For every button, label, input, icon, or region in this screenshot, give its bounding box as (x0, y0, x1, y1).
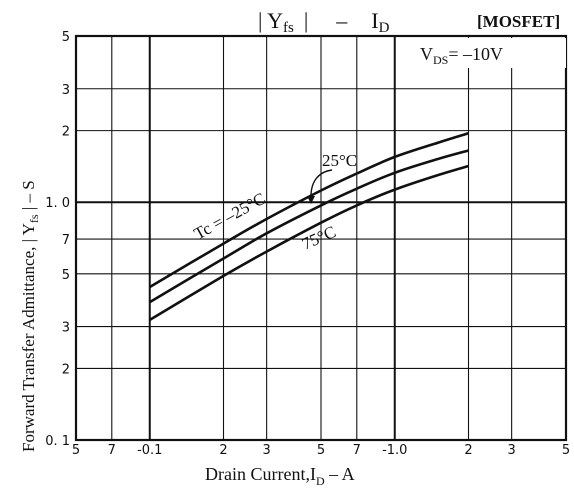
leader-line-25 (310, 169, 333, 201)
x-axis-label-unit: – A (325, 464, 355, 484)
y-tick-label: 3 (62, 321, 70, 336)
y-tick-label: 5 (62, 30, 70, 45)
title-part3-sub: D (379, 20, 390, 36)
y-tick-label: 2 (62, 362, 70, 377)
y-axis-label: Forward Transfer Admittance, | Yfs | – S (19, 180, 41, 452)
y-axis-label-unit: | – S (19, 180, 38, 214)
x-tick-label: 5 (72, 443, 80, 458)
series-lines (149, 131, 469, 322)
title-part3: I (371, 8, 378, 33)
x-tick-label: 3 (263, 443, 271, 458)
x-tick-label: 5 (562, 443, 570, 458)
series-label-75: 75°C (299, 222, 339, 254)
y-tick-label: 7 (62, 233, 70, 248)
device-tag: [MOSFET] (477, 12, 560, 31)
condition-value: = –10V (448, 44, 503, 64)
condition-box (412, 38, 566, 68)
title-part2: | (304, 8, 308, 33)
x-tick-label: -0.1 (137, 443, 162, 458)
x-tick-label: 2 (219, 443, 227, 458)
condition-label: VDS= –10V (420, 44, 503, 67)
series-label-25: 25°C (322, 151, 357, 170)
x-tick-label: 3 (508, 443, 516, 458)
x-axis-label-sub: D (316, 474, 325, 488)
y-tick-label: 2 (62, 125, 70, 140)
plot-frame (74, 34, 568, 442)
y-tick-label: 3 (62, 83, 70, 98)
condition-sub: DS (433, 53, 448, 67)
series-label-minus25: Tc = –25°C (191, 189, 269, 244)
x-tick-label: -1.0 (382, 443, 407, 458)
x-tick-label: 2 (464, 443, 472, 458)
y-axis-label-text: Forward Transfer Admittance, | Y (19, 223, 38, 452)
x-axis-label: Drain Current,ID – A (205, 464, 355, 488)
y-tick-label: 1. 0 (45, 196, 70, 211)
x-tick-label: 5 (317, 443, 325, 458)
x-axis-label-text: Drain Current,I (205, 464, 316, 484)
y-tick-label: 5 (62, 268, 70, 283)
series-line-1 (149, 149, 469, 304)
series-line-0 (149, 131, 469, 289)
y-tick-label: 0. 1 (45, 434, 70, 449)
x-tick-label: 7 (353, 443, 361, 458)
y-axis-label-sub: fs (27, 214, 41, 223)
title-dash: – (335, 8, 348, 33)
title-part1: | Y (258, 8, 283, 33)
x-tick-label: 7 (108, 443, 116, 458)
series-line-2 (149, 164, 469, 322)
title-part1-sub: fs (283, 20, 294, 36)
leader-arrow-25 (307, 196, 315, 204)
condition-prefix: V (420, 44, 433, 64)
chart-title: | Yfs | – ID (258, 8, 390, 36)
